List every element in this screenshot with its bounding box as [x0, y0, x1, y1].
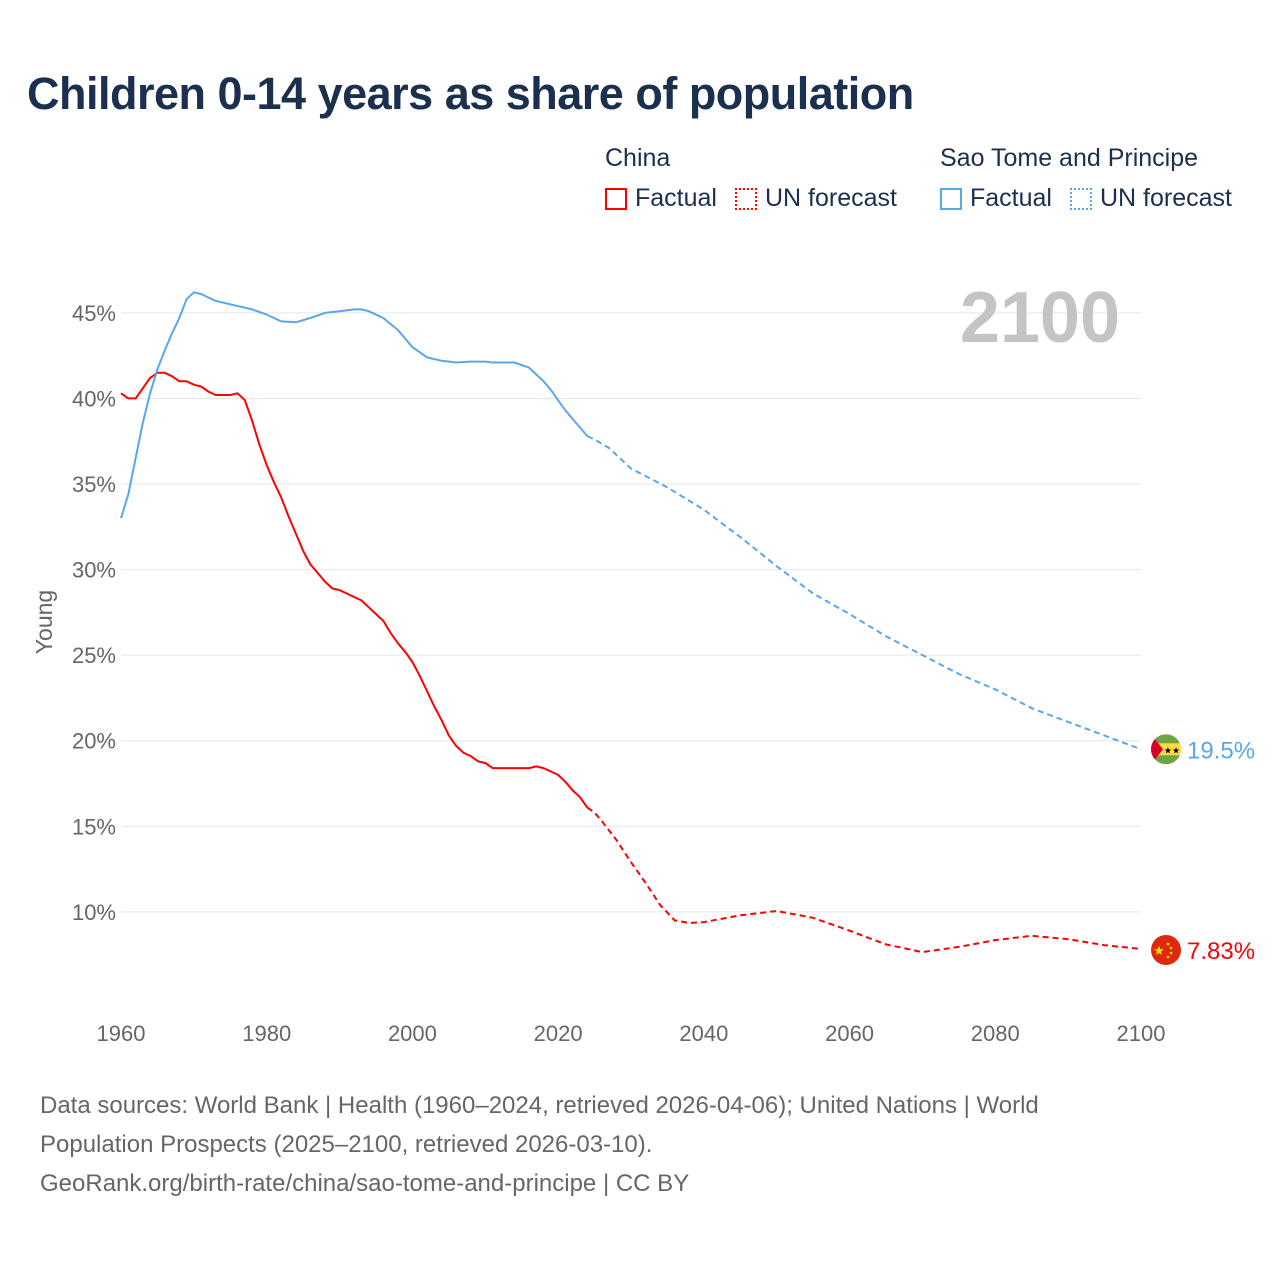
legend-swatch-factual: [940, 187, 962, 210]
legend-group-title: Sao Tome and Principe: [940, 144, 1199, 172]
y-tick-label: 10%: [72, 900, 116, 925]
china-factual-line: [120, 371, 589, 809]
source-line: Population Prospects (2025–2100, retriev…: [40, 1131, 653, 1158]
legend-label-factual[interactable]: Factual: [970, 184, 1052, 212]
sao-tome-factual-line: [120, 291, 589, 519]
x-tick-label: 1980: [242, 1021, 291, 1046]
y-tick-label: 40%: [72, 386, 116, 411]
x-tick-label: 2100: [1117, 1021, 1166, 1046]
y-tick-label: 25%: [72, 643, 116, 668]
svg-text:★★: ★★: [1164, 745, 1180, 755]
sao-tome-forecast-line: [586, 435, 1142, 751]
china-flag-icon: ★: [1151, 934, 1181, 965]
china-forecast-line: [586, 806, 1142, 954]
y-tick-label: 45%: [72, 301, 116, 326]
source-link[interactable]: GeoRank.org/birth-rate/china/sao-tome-an…: [40, 1170, 690, 1197]
year-label: 2100: [960, 278, 1120, 358]
legend-swatch-factual: [605, 187, 627, 210]
x-tick-label: 2020: [534, 1021, 583, 1046]
legend-group-sao-tome: Sao Tome and Principe Factual UN forecas…: [940, 144, 1250, 213]
line-chart: 10% 15% 20% 25% 30% 35% 40% 45% 1960 1980 2000 2020…: [31, 278, 1255, 1046]
x-tick-label: 2080: [971, 1021, 1020, 1046]
y-tick-label: 15%: [72, 814, 116, 839]
legend-swatch-forecast: [734, 187, 757, 210]
sao-tome-end-label: 19.5%: [1187, 737, 1255, 764]
x-tick-label: 2000: [388, 1021, 437, 1046]
china-end-label: 7.83%: [1187, 938, 1255, 965]
y-axis-label: Young: [31, 590, 57, 654]
x-tick-label: 2040: [679, 1021, 728, 1046]
legend-label-factual[interactable]: Factual: [635, 184, 717, 212]
source-line: Data sources: World Bank | Health (1960–…: [40, 1092, 1039, 1119]
footer: Data sources: World Bank | Health (1960–…: [40, 1086, 1240, 1203]
legend-label-forecast: UN forecast: [1099, 184, 1232, 212]
svg-text:★: ★: [1153, 943, 1165, 958]
chart-title: Children 0-14 years as share of populati…: [27, 68, 914, 119]
x-tick-label: 1960: [97, 1021, 146, 1046]
legend-swatch-forecast: [1069, 187, 1092, 210]
x-tick-label: 2060: [825, 1021, 874, 1046]
legend-group-title: China: [605, 144, 671, 172]
sao-tome-flag-icon: ★★: [1151, 734, 1181, 765]
y-tick-label: 30%: [72, 558, 116, 583]
y-tick-label: 35%: [72, 472, 116, 497]
legend-label-forecast[interactable]: UN forecast: [764, 184, 897, 212]
legend-group-china: China Factual UN forecast: [605, 144, 915, 213]
y-tick-label: 20%: [72, 729, 116, 754]
